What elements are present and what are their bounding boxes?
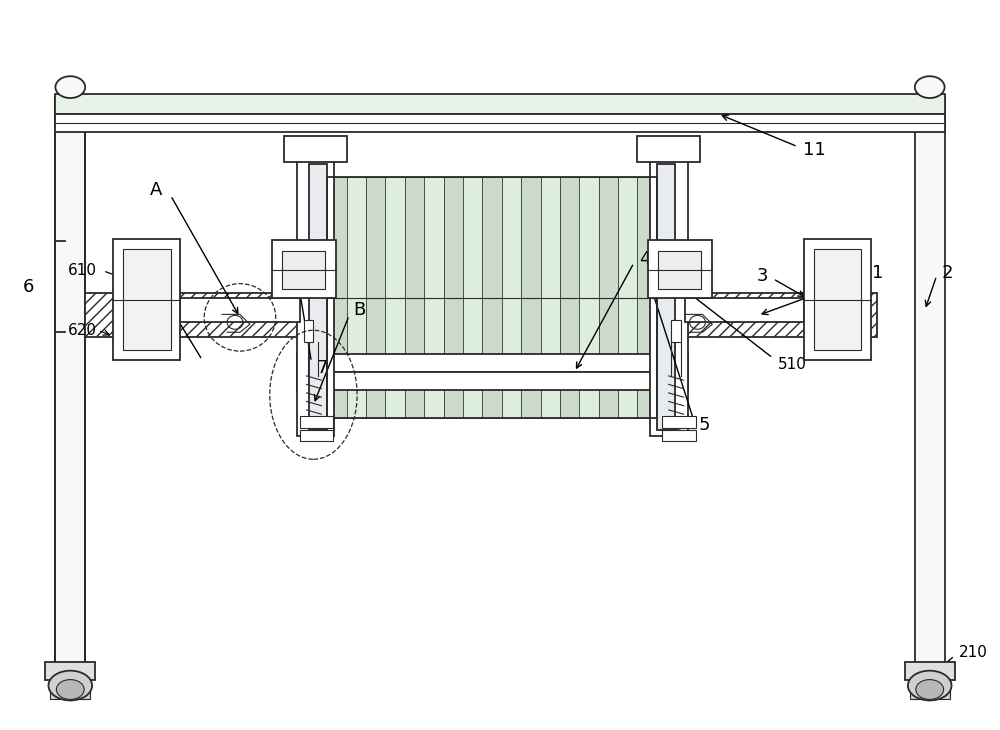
Ellipse shape	[915, 76, 945, 98]
Ellipse shape	[56, 680, 84, 699]
Bar	[297, 153, 334, 437]
Bar	[272, 240, 336, 298]
Bar	[55, 94, 945, 114]
Bar	[664, 293, 877, 337]
Bar	[180, 298, 300, 323]
Ellipse shape	[916, 680, 944, 699]
Bar	[671, 320, 681, 342]
Bar	[284, 136, 347, 161]
Bar	[444, 177, 463, 418]
Text: 610: 610	[68, 264, 97, 278]
Bar	[637, 136, 700, 161]
Text: A: A	[150, 181, 163, 199]
Bar	[910, 690, 950, 699]
Bar	[347, 177, 366, 418]
Bar	[327, 177, 657, 418]
Bar	[300, 415, 333, 428]
Bar	[662, 415, 696, 428]
Bar	[482, 177, 502, 418]
Bar	[905, 661, 955, 680]
Bar	[55, 114, 945, 132]
Bar	[560, 177, 579, 418]
Bar	[304, 320, 313, 342]
Bar	[662, 429, 696, 442]
Bar	[85, 293, 299, 337]
Bar	[915, 97, 945, 668]
Bar	[804, 239, 871, 360]
Bar	[55, 97, 85, 668]
Ellipse shape	[55, 76, 85, 98]
Text: 4: 4	[639, 250, 650, 268]
Ellipse shape	[908, 671, 952, 700]
Text: 2: 2	[942, 264, 953, 282]
Bar	[618, 177, 637, 418]
Bar	[297, 354, 688, 372]
Ellipse shape	[48, 671, 92, 700]
Bar	[45, 661, 95, 680]
Bar	[297, 372, 688, 390]
Text: 11: 11	[803, 141, 825, 158]
Bar	[327, 177, 347, 418]
Bar	[685, 298, 804, 323]
Text: 7: 7	[316, 359, 328, 377]
Bar	[648, 240, 712, 298]
Bar	[300, 429, 333, 442]
Bar	[521, 177, 541, 418]
Text: B: B	[353, 301, 365, 320]
Bar	[657, 164, 675, 429]
Text: 6: 6	[23, 277, 34, 296]
Bar	[113, 239, 180, 360]
Bar	[579, 177, 599, 418]
Bar	[637, 177, 657, 418]
Text: 620: 620	[68, 323, 97, 338]
Text: 210: 210	[958, 645, 987, 661]
Text: 3: 3	[756, 266, 768, 285]
Bar	[541, 177, 560, 418]
Bar	[502, 177, 521, 418]
Bar	[180, 293, 300, 332]
Bar	[309, 164, 327, 429]
Bar	[685, 293, 804, 332]
Bar	[405, 177, 424, 418]
Text: 1: 1	[872, 264, 884, 282]
Bar	[282, 251, 325, 288]
Bar	[366, 177, 385, 418]
Text: 5: 5	[698, 415, 710, 434]
Bar	[50, 690, 90, 699]
Bar	[385, 177, 405, 418]
Bar	[424, 177, 444, 418]
Bar	[658, 251, 701, 288]
Bar	[814, 249, 861, 350]
Bar	[599, 177, 618, 418]
Bar	[123, 249, 171, 350]
Bar	[650, 153, 688, 437]
Bar	[463, 177, 482, 418]
Text: 510: 510	[778, 356, 807, 372]
